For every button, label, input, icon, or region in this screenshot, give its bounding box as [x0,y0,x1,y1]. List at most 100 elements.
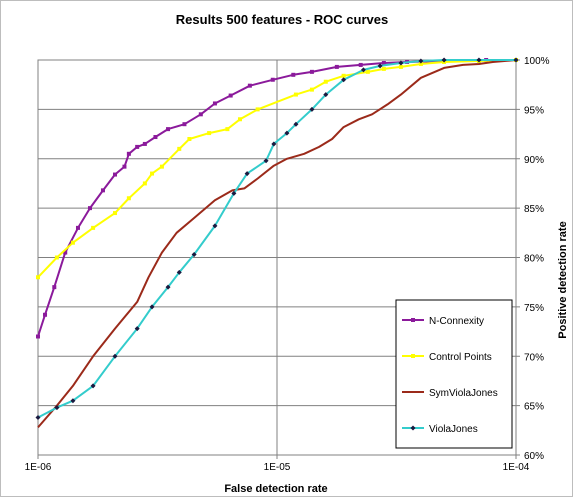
point-n-connexity-2 [52,285,57,290]
point-control-points-22 [418,61,423,66]
series-control-points [36,58,518,280]
series-line-control-points [37,59,517,278]
point-violajones-3 [90,383,96,389]
point-control-points-10 [187,137,192,141]
point-n-connexity-11 [142,141,147,146]
point-n-connexity-20 [291,72,296,77]
point-control-points-1 [54,255,59,260]
y-tick-label-4: 80% [524,254,544,265]
point-n-connexity-3 [63,250,68,255]
point-control-points-4 [113,211,118,216]
point-control-points-15 [293,92,298,97]
point-control-points-8 [159,164,164,169]
y-axis-label: Positive detection rate [557,221,569,338]
legend-item-control-points: Control Points [402,352,492,363]
point-n-connexity-4 [75,225,80,230]
y-tick-label-1: 65% [524,402,544,413]
point-n-connexity-23 [358,62,363,67]
point-control-points-21 [398,64,403,69]
legend-label-symviolajones: SymViolaJones [429,388,498,399]
point-control-points-9 [177,146,182,151]
point-violajones-14 [271,141,277,147]
point-control-points-11 [207,131,212,136]
point-violajones-16 [293,121,299,127]
y-tick-label-0: 60% [524,451,544,462]
series-n-connexity [36,58,518,339]
series-line-symviolajones [37,59,517,429]
series-symviolajones [37,59,517,429]
point-n-connexity-12 [153,135,158,140]
legend-item-violajones: ViolaJones [402,424,478,435]
point-n-connexity-5 [87,206,92,211]
point-violajones-21 [377,63,383,69]
point-control-points-2 [70,240,75,245]
point-violajones-2 [70,398,76,404]
point-violajones-7 [165,284,171,290]
series-lines [35,57,519,429]
legend-marker-violajones [410,425,416,431]
point-violajones-1 [54,405,60,411]
point-violajones-12 [244,171,250,177]
legend-label-n-connexity: N-Connexity [429,316,484,327]
x-tick-label-0: 1E-06 [25,462,52,473]
y-tick-label-8: 100% [524,56,550,67]
point-n-connexity-22 [334,64,339,69]
legend-box [395,299,513,449]
point-violajones-6 [149,304,155,310]
point-violajones-25 [476,57,482,63]
point-violajones-26 [513,57,519,63]
x-axis-label: False detection rate [224,483,327,495]
point-n-connexity-6 [100,188,105,193]
point-control-points-14 [255,107,260,112]
point-n-connexity-9 [126,151,131,156]
point-violajones-11 [231,190,237,196]
point-control-points-12 [225,127,230,132]
x-tick-label-2: 1E-04 [503,462,530,473]
point-control-points-3 [91,225,96,230]
point-n-connexity-13 [166,127,171,132]
point-violajones-19 [341,77,347,83]
y-tick-label-2: 70% [524,352,544,363]
point-n-connexity-14 [182,122,187,127]
point-n-connexity-10 [135,144,140,149]
point-n-connexity-0 [36,334,40,339]
legend-marker-n-connexity [411,318,415,322]
point-control-points-19 [365,69,370,74]
point-violajones-4 [112,353,118,359]
point-control-points-13 [237,117,242,122]
y-tick-label-3: 75% [524,303,544,314]
point-control-points-5 [126,196,131,201]
point-n-connexity-15 [198,112,203,117]
point-n-connexity-17 [228,93,233,98]
point-control-points-16 [309,87,314,92]
point-violajones-18 [323,92,329,98]
point-control-points-7 [150,171,155,176]
y-tick-label-5: 85% [524,204,544,215]
legend-item-n-connexity: N-Connexity [402,316,484,327]
point-n-connexity-21 [309,69,314,74]
point-violajones-24 [441,57,447,63]
x-tick-label-1: 1E-05 [264,462,291,473]
point-violajones-5 [134,326,140,332]
y-tick-label-7: 95% [524,105,544,116]
point-violajones-9 [191,252,197,258]
legend: N-Connexity Control Points SymViolaJones Vi… [395,299,513,449]
point-n-connexity-1 [43,312,48,317]
legend-label-control-points: Control Points [429,352,492,363]
point-violajones-17 [309,106,315,112]
point-control-points-20 [381,66,386,71]
y-tick-labels: 60% 65% 70% 75% 80% 85% 90% 95% 100% [524,56,550,462]
x-tick-labels: 1E-06 1E-05 1E-04 [25,462,530,473]
point-control-points-18 [341,73,346,78]
point-control-points-17 [323,79,328,84]
chart-title: Results 500 features - ROC curves [176,12,388,27]
point-n-connexity-18 [247,83,252,88]
point-violajones-10 [212,223,218,229]
point-control-points-0 [36,275,40,280]
point-violajones-8 [176,269,182,275]
point-n-connexity-7 [113,172,118,177]
legend-marker-control-points [411,354,415,358]
point-n-connexity-16 [212,101,217,106]
point-n-connexity-24 [381,60,386,65]
